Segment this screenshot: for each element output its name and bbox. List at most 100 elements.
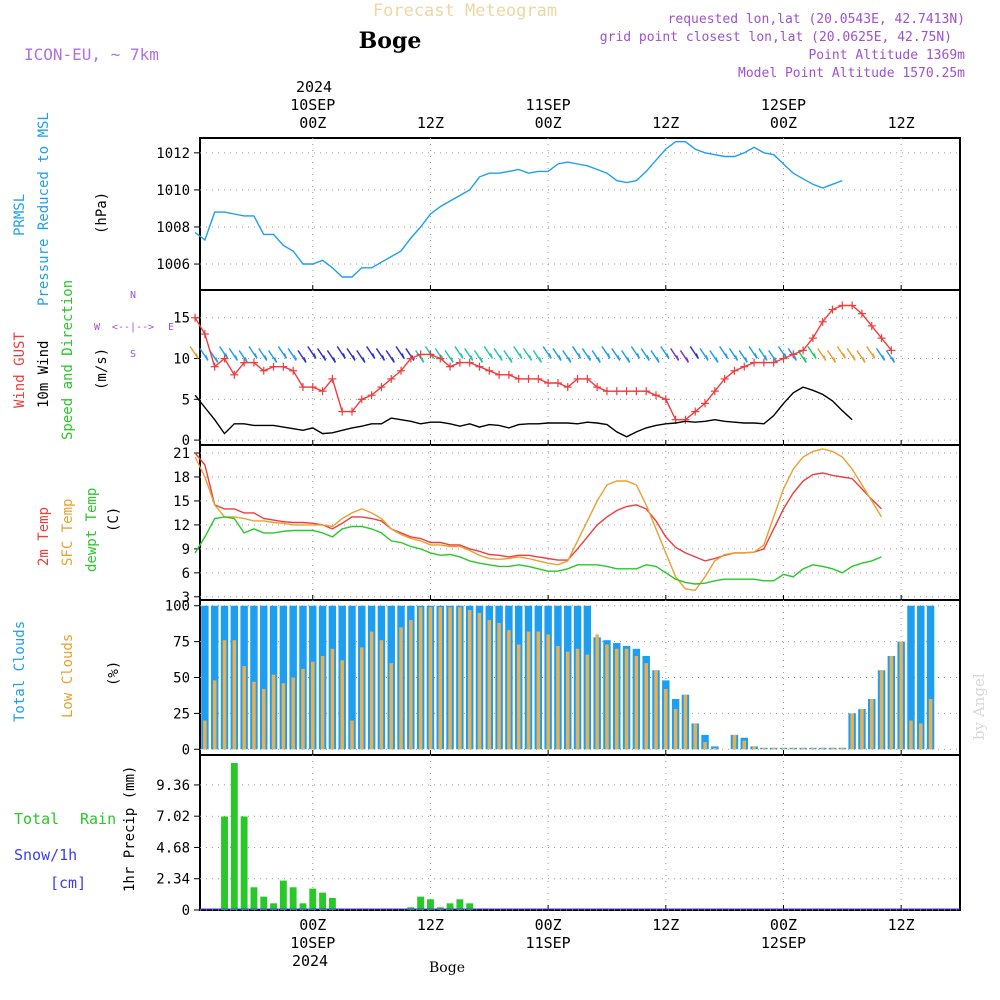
- ytick-label: 50: [173, 671, 190, 687]
- wind-arrow-head: [617, 355, 621, 361]
- wind-arrow-head: [881, 355, 886, 361]
- rain-bar: [427, 899, 434, 910]
- wind-arrow-head: [264, 355, 268, 361]
- wind-arrow-head: [420, 357, 425, 363]
- wind-arrow-head: [646, 355, 650, 361]
- wind-arrow-head: [607, 353, 611, 359]
- credit-watermark: by Angel: [970, 673, 988, 740]
- wind-arrow-head: [489, 353, 493, 359]
- wind-arrow-head: [215, 357, 219, 363]
- wind-arrow-head: [568, 357, 572, 363]
- model-altitude: Model Point Altitude 1570.25m: [738, 66, 965, 81]
- snow-label: Snow/1h: [14, 846, 77, 864]
- ytick-label: 1012: [156, 146, 190, 162]
- ytick-label: 6: [182, 566, 190, 582]
- low-cloud-bar: [654, 670, 658, 750]
- top-time-label: 00Z: [770, 114, 797, 132]
- total-cloud-bar: [279, 605, 288, 750]
- low-cloud-bar: [811, 747, 815, 750]
- wind-arrow-head: [322, 355, 327, 361]
- low-cloud-bar: [556, 645, 560, 750]
- top-date-label: 12SEP: [761, 96, 806, 114]
- ytick-label: 15: [173, 311, 190, 327]
- panel-cloud: 0 25 50 75 100: [165, 599, 961, 758]
- low-cloud-bar: [771, 747, 776, 750]
- bottom-date-label: 11SEP: [526, 934, 571, 952]
- low-cloud-bar: [928, 699, 933, 750]
- low-cloud-bar: [899, 641, 903, 750]
- low-cloud-bar: [536, 631, 541, 750]
- low-cloud-bar: [693, 723, 697, 750]
- panel-frame-prmsl: [199, 137, 961, 291]
- rain-bar: [221, 816, 228, 910]
- wind-arrow-head: [852, 355, 856, 361]
- precip-unit: 1hr Precip (mm): [122, 766, 138, 892]
- rain-bar: [279, 880, 287, 910]
- ytick-label: 4.68: [156, 840, 190, 856]
- ytick-label: 25: [173, 706, 190, 722]
- rain-bar: [417, 896, 425, 910]
- low-cloud-bar: [281, 683, 286, 750]
- wind-arrow-head: [587, 355, 592, 361]
- low-cloud-bar: [291, 677, 295, 750]
- rain-bar: [260, 896, 268, 910]
- top-time-label: 00Z: [535, 114, 562, 132]
- low-cloud-bar: [713, 747, 717, 750]
- bottom-time-label: 00Z: [535, 916, 562, 934]
- wind-arrow-head: [479, 357, 484, 363]
- point-altitude: Point Altitude 1369m: [808, 48, 965, 63]
- low-cloud-bar: [634, 655, 639, 750]
- low-cloud-bar: [252, 681, 256, 750]
- wind-arrow-head: [734, 355, 739, 361]
- total-cloud-bar: [917, 605, 925, 750]
- low-cloud-bar: [261, 688, 266, 750]
- wind-arrow-head: [724, 353, 729, 359]
- panel-frame-wind: [199, 289, 961, 446]
- total-cloud-bar: [250, 605, 258, 750]
- low-cloud-bar: [850, 713, 854, 750]
- wind-arrow-head: [283, 353, 288, 359]
- series-prmsl: [194, 140, 843, 278]
- ytick-label: 7.02: [156, 809, 190, 825]
- low-cloud-bar: [605, 644, 609, 750]
- ytick-label: 1006: [156, 257, 190, 273]
- compass-rose: N S W E <--|-->: [94, 290, 174, 360]
- wind-arrow-head: [813, 353, 817, 359]
- wind-arrow-head: [685, 357, 690, 363]
- low-cloud-bar: [664, 688, 668, 750]
- low-cloud-bar: [840, 747, 845, 750]
- panel-prmsl: 1006 1008 1010 1012: [156, 137, 961, 291]
- compass-e: E: [168, 322, 174, 333]
- low-cloud-bar: [271, 674, 276, 750]
- ytick-label: 10: [173, 352, 190, 368]
- prmsl-unit: (hPa): [94, 192, 110, 234]
- ytick-label: 5: [182, 392, 190, 408]
- wind-arrow-head: [715, 357, 719, 363]
- wind-arrow-head: [303, 357, 307, 363]
- total-cloud-label: Total Clouds: [12, 621, 28, 722]
- series-wind-gust: [194, 304, 892, 421]
- ytick-label: 0: [182, 903, 190, 919]
- wind10m-label: 10m Wind: [36, 341, 52, 408]
- prmsl-labels: PRMSL Pressure Reduced to MSL (hPa): [12, 112, 110, 306]
- wind-arrow-head: [519, 353, 523, 359]
- ytick-label: 9.36: [156, 778, 190, 794]
- low-cloud-bar: [546, 634, 550, 750]
- wind-arrow-head: [371, 353, 376, 359]
- low-cloud-bar: [330, 648, 335, 750]
- top-time-label: 12Z: [652, 114, 679, 132]
- top-date-label: 11SEP: [526, 96, 571, 114]
- wind-arrow-head: [803, 357, 807, 363]
- compass-n: N: [130, 290, 136, 301]
- rain-bar: [240, 816, 248, 910]
- wind-arrow-head: [195, 353, 199, 359]
- low-cloud-bar: [399, 627, 403, 750]
- low-cloud-bar: [673, 709, 678, 750]
- low-cloud-bar: [350, 720, 354, 750]
- low-cloud-bar: [222, 640, 227, 750]
- top-time-label: 12Z: [417, 114, 444, 132]
- bottom-date-label: 12SEP: [761, 934, 806, 952]
- panel-rain: 0 2.34 4.68 7.02 9.36: [156, 754, 961, 919]
